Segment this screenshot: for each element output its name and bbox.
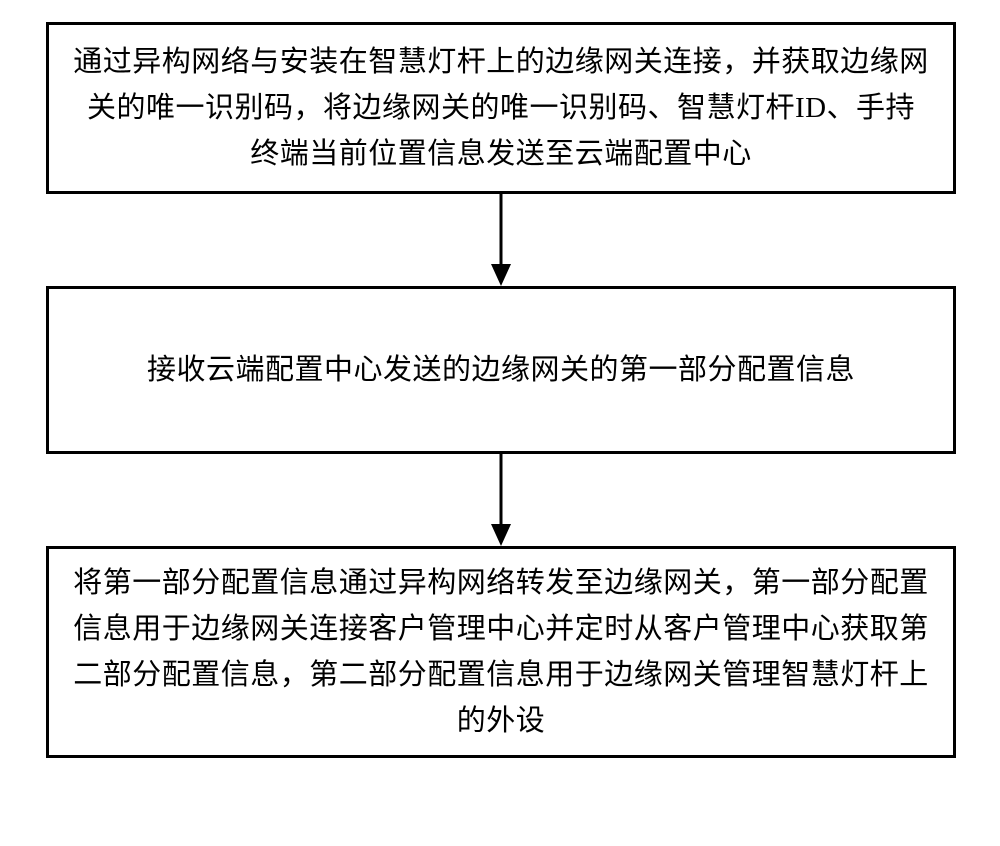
flow-arrow-2	[486, 454, 516, 546]
flow-step-3-text: 将第一部分配置信息通过异构网络转发至边缘网关，第一部分配置信息用于边缘网关连接客…	[73, 560, 929, 744]
flow-step-3: 将第一部分配置信息通过异构网络转发至边缘网关，第一部分配置信息用于边缘网关连接客…	[46, 546, 956, 758]
arrow-down-icon	[486, 194, 516, 286]
flowchart-container: 通过异构网络与安装在智慧灯杆上的边缘网关连接，并获取边缘网关的唯一识别码，将边缘…	[46, 22, 956, 758]
flow-step-2-text: 接收云端配置中心发送的边缘网关的第一部分配置信息	[147, 347, 855, 393]
flow-step-2: 接收云端配置中心发送的边缘网关的第一部分配置信息	[46, 286, 956, 454]
flow-arrow-1	[486, 194, 516, 286]
flow-step-1-text: 通过异构网络与安装在智慧灯杆上的边缘网关连接，并获取边缘网关的唯一识别码，将边缘…	[73, 39, 929, 177]
flow-step-1: 通过异构网络与安装在智慧灯杆上的边缘网关连接，并获取边缘网关的唯一识别码，将边缘…	[46, 22, 956, 194]
arrow-down-icon	[486, 454, 516, 546]
